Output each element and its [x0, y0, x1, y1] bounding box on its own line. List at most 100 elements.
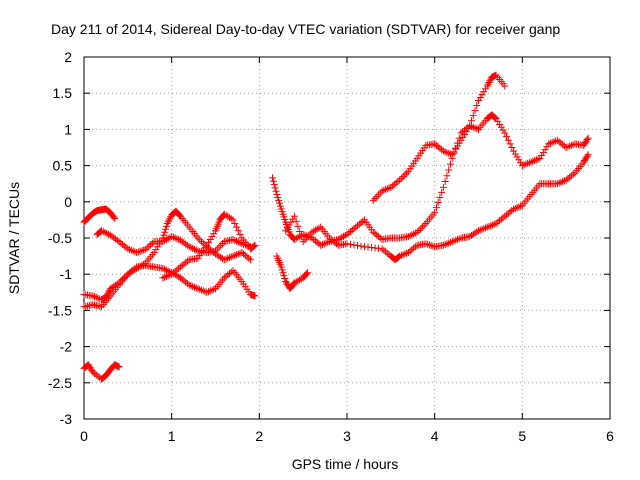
- data-point: [131, 264, 139, 272]
- data-point: [462, 128, 470, 136]
- data-point: [110, 234, 118, 242]
- data-point: [566, 173, 574, 181]
- data-point: [555, 138, 563, 146]
- data-point: [503, 211, 511, 219]
- data-point: [510, 147, 518, 155]
- data-point: [445, 239, 453, 247]
- data-point: [383, 185, 391, 193]
- data-point: [375, 233, 383, 241]
- data-point: [175, 273, 183, 281]
- data-point: [343, 240, 351, 248]
- data-point: [204, 238, 212, 246]
- data-point: [504, 209, 512, 217]
- data-point: [162, 222, 170, 230]
- data-point: [396, 252, 404, 260]
- data-point: [164, 218, 172, 226]
- data-point: [290, 212, 298, 220]
- data-point: [206, 287, 214, 295]
- data-point: [178, 262, 186, 270]
- data-point: [396, 176, 404, 184]
- y-tick-label: -1.5: [48, 302, 72, 318]
- data-point: [183, 257, 191, 265]
- data-point: [564, 175, 572, 183]
- x-axis-label: GPS time / hours: [292, 456, 399, 472]
- data-point: [583, 136, 591, 144]
- data-point: [217, 241, 225, 249]
- y-tick-label: -2.5: [48, 375, 72, 391]
- data-point: [373, 193, 381, 201]
- data-point: [503, 133, 511, 141]
- data-point: [584, 134, 592, 142]
- data-point: [143, 244, 151, 252]
- data-point: [410, 244, 418, 252]
- data-point: [446, 238, 454, 246]
- data-point: [583, 152, 591, 160]
- data-point: [164, 272, 172, 280]
- data-point: [272, 187, 280, 195]
- data-point: [171, 267, 179, 275]
- data-point: [208, 233, 216, 241]
- y-tick-label: 1: [64, 121, 72, 137]
- data-point: [497, 215, 505, 223]
- data-point: [176, 274, 184, 282]
- data-point: [92, 371, 100, 379]
- data-point: [187, 282, 195, 290]
- data-point: [250, 242, 258, 250]
- data-point: [210, 230, 218, 238]
- data-point: [313, 238, 321, 246]
- data-point: [341, 231, 349, 239]
- series-track-10: [369, 71, 509, 204]
- data-point: [299, 238, 307, 246]
- data-point: [420, 221, 428, 229]
- y-axis-label: SDTVAR / TECUs: [6, 182, 22, 294]
- data-point: [194, 285, 202, 293]
- data-point: [233, 251, 241, 259]
- data-point: [233, 223, 241, 231]
- data-point: [324, 238, 332, 246]
- data-point: [208, 286, 216, 294]
- data-point: [101, 228, 109, 236]
- data-point: [127, 267, 135, 275]
- data-point: [231, 220, 239, 228]
- data-point: [513, 204, 521, 212]
- data-point: [226, 254, 234, 262]
- data-point: [234, 227, 242, 235]
- data-point: [352, 223, 360, 231]
- data-point: [371, 230, 379, 238]
- data-point: [446, 150, 454, 158]
- data-point: [173, 235, 181, 243]
- data-point: [562, 144, 570, 151]
- data-point: [439, 183, 447, 191]
- data-point: [394, 254, 402, 262]
- y-tick-label: 2: [64, 49, 72, 65]
- data-point: [251, 241, 259, 249]
- data-point: [559, 141, 567, 149]
- series-track-1: [80, 205, 119, 226]
- data-point: [457, 129, 465, 137]
- data-point: [455, 235, 463, 243]
- data-point: [545, 140, 553, 148]
- data-point: [162, 236, 170, 244]
- data-point: [492, 115, 500, 123]
- data-point: [483, 223, 491, 231]
- data-point: [175, 235, 183, 243]
- data-point: [539, 149, 547, 157]
- data-point: [347, 227, 355, 235]
- data-point: [343, 230, 351, 238]
- data-point: [197, 237, 205, 245]
- data-point: [294, 277, 302, 285]
- data-point: [453, 142, 461, 150]
- data-point: [473, 125, 481, 133]
- data-point: [303, 270, 311, 278]
- y-tick-labels: -3 -2.5 -2 -1.5 -1 -0.5 0 0.5 1 1.5 2: [48, 49, 72, 427]
- series-track-9: [282, 151, 592, 264]
- data-point: [581, 138, 589, 146]
- x-tick-label: 0: [80, 428, 88, 444]
- data-point: [215, 243, 223, 251]
- data-point: [534, 155, 542, 163]
- series-track-8: [273, 252, 312, 293]
- data-point: [227, 215, 235, 223]
- data-point: [103, 229, 111, 237]
- data-point: [483, 82, 491, 90]
- x-tick-label: 6: [606, 428, 614, 444]
